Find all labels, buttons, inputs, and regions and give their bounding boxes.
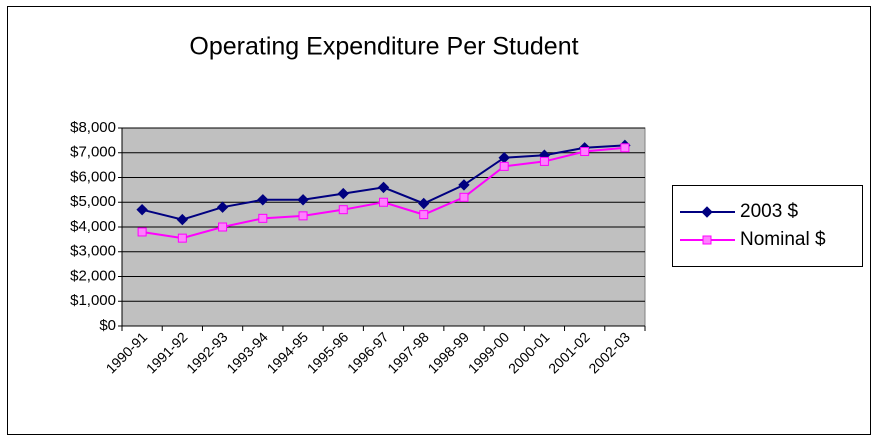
y-tick-label: $0 [99, 317, 116, 334]
marker [458, 179, 470, 191]
y-tick-label: $5,000 [70, 193, 116, 210]
marker [338, 205, 348, 215]
marker [580, 147, 590, 157]
marker [218, 222, 228, 232]
marker [377, 181, 390, 194]
y-tick-label: $4,000 [70, 218, 116, 235]
y-tick-label: $7,000 [70, 144, 116, 161]
marker [297, 194, 309, 206]
marker [337, 187, 349, 200]
marker [257, 194, 269, 206]
marker [137, 227, 147, 237]
marker [379, 197, 388, 207]
marker [701, 206, 713, 218]
y-tick-label: $6,000 [70, 168, 116, 185]
y-tick-label: $1,000 [70, 292, 116, 309]
marker [419, 210, 429, 220]
marker [176, 213, 189, 226]
marker [298, 211, 308, 221]
marker [418, 197, 430, 210]
chart-title: Operating Expenditure Per Student [189, 33, 578, 61]
legend-label: 2003 $ [740, 201, 799, 222]
marker [620, 143, 630, 153]
marker [702, 235, 712, 245]
legend-box [672, 185, 863, 267]
y-tick-label: $3,000 [70, 243, 116, 260]
marker [177, 233, 187, 243]
legend-label: Nominal $ [740, 229, 826, 250]
marker [459, 192, 469, 202]
marker [136, 203, 148, 216]
marker [499, 161, 509, 171]
y-tick-label: $8,000 [70, 119, 116, 136]
marker [258, 213, 268, 223]
marker [539, 156, 549, 166]
marker [216, 201, 229, 213]
y-tick-label: $2,000 [70, 267, 116, 284]
